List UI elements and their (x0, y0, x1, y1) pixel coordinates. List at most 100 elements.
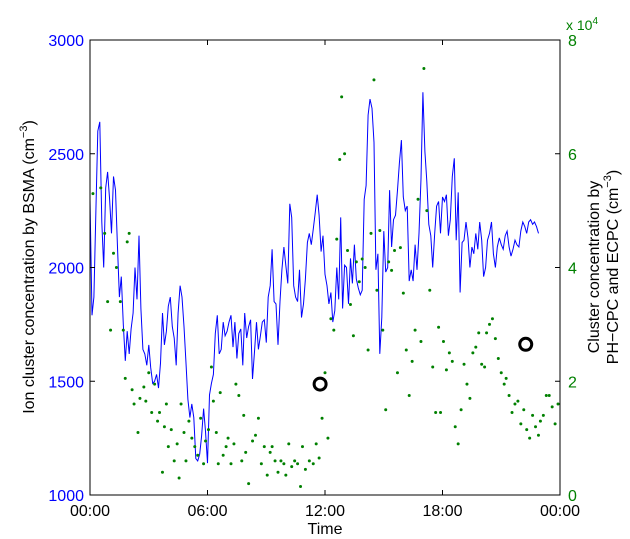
cpc-point (419, 339, 423, 343)
cpc-point (127, 231, 131, 235)
cpc-point (493, 337, 497, 341)
cpc-point (462, 362, 466, 366)
cpc-point (348, 302, 352, 306)
cpc-point (279, 459, 283, 463)
cpc-point (384, 408, 388, 412)
cpc-point (109, 328, 113, 332)
x-axis-label: Time (308, 521, 343, 538)
cpc-point (375, 288, 379, 292)
cpc-point (206, 428, 210, 432)
cpc-point (547, 393, 551, 397)
cpc-point (553, 422, 557, 426)
cpc-point (496, 357, 500, 360)
x-tick-label: 00:00 (70, 503, 110, 520)
cpc-point (519, 422, 523, 426)
cpc-point (226, 436, 230, 440)
cpc-point (287, 442, 291, 446)
cpc-point (425, 209, 429, 213)
cpc-point (431, 365, 435, 369)
cpc-point (513, 402, 517, 406)
cpc-point (184, 459, 188, 463)
cpc-point (150, 411, 154, 415)
cpc-point (410, 359, 414, 363)
cpc-point (136, 430, 140, 434)
cpc-point (351, 334, 355, 338)
cpc-point (387, 260, 391, 264)
left-axis-label: Ion cluster concentration by BSMA (cm−3) (18, 120, 38, 414)
cpc-point (407, 393, 411, 397)
cpc-point (190, 436, 194, 440)
right-tick-label: 6 (568, 147, 577, 164)
cpc-point (164, 402, 168, 406)
cpc-point (465, 382, 469, 386)
cpc-point (434, 411, 438, 415)
cpc-point (536, 433, 540, 437)
cpc-point (360, 257, 364, 261)
cpc-point (326, 436, 330, 440)
cpc-point (390, 268, 394, 272)
cpc-point (447, 351, 451, 355)
cpc-point (270, 445, 274, 449)
cpc-point (437, 325, 441, 329)
cpc-point (499, 371, 503, 375)
cpc-point (158, 411, 162, 415)
cpc-point (439, 411, 443, 415)
cpc-point (507, 393, 511, 397)
x-tick-label: 06:00 (187, 503, 227, 520)
cpc-point (485, 331, 489, 335)
bsma-line (90, 92, 539, 464)
cpc-point (284, 473, 288, 477)
cpc-point (179, 402, 183, 406)
cpc-point (395, 371, 399, 375)
cpc-point (477, 331, 481, 335)
cpc-point (528, 436, 532, 440)
cpc-point (416, 197, 420, 201)
cpc-point (538, 419, 542, 423)
cpc-point (366, 348, 370, 352)
cpc-point (474, 345, 478, 349)
cpc-point (534, 425, 538, 429)
cpc-point (346, 248, 350, 252)
cpc-point (160, 470, 164, 474)
cpc-point (404, 348, 408, 352)
cpc-point (216, 462, 220, 466)
cpc-point (214, 430, 218, 434)
cpc-point (114, 266, 118, 269)
cpc-point (202, 462, 206, 466)
cpc-point (118, 300, 122, 304)
cpc-point (320, 416, 324, 420)
cpc-point (296, 462, 300, 466)
cpc-point (544, 393, 548, 397)
cpc-point (282, 462, 286, 466)
x-tick-label: 00:00 (540, 503, 580, 520)
cpc-point (218, 391, 222, 395)
cpc-point (256, 416, 260, 420)
cpc-point (166, 445, 170, 449)
cpc-point (550, 405, 554, 409)
cpc-point (381, 328, 385, 332)
cpc-point (516, 399, 520, 403)
cpc-point (393, 248, 397, 252)
cpc-point (244, 450, 248, 454)
cpc-point (428, 288, 432, 292)
cpc-point (354, 260, 358, 264)
cpc-point (378, 229, 382, 233)
cpc-point (480, 362, 484, 366)
cpc-point (340, 95, 344, 99)
cpc-point (196, 453, 200, 457)
cpc-point (541, 413, 545, 417)
cpc-point (251, 439, 255, 443)
left-tick-label: 2500 (48, 147, 84, 164)
cpc-point (259, 462, 263, 466)
cpc-point (335, 237, 339, 241)
cpc-point (401, 291, 405, 295)
cpc-point (103, 231, 107, 235)
cpc-point (268, 450, 272, 454)
right-axis: 0 2 4 6 8 (555, 33, 577, 505)
cpc-point (307, 459, 311, 463)
cpc-point (468, 396, 472, 400)
cpc-point (471, 351, 475, 355)
cpc-point (253, 433, 257, 437)
right-axis-multiplier: x 104 (566, 16, 598, 33)
cpc-point (343, 152, 347, 156)
